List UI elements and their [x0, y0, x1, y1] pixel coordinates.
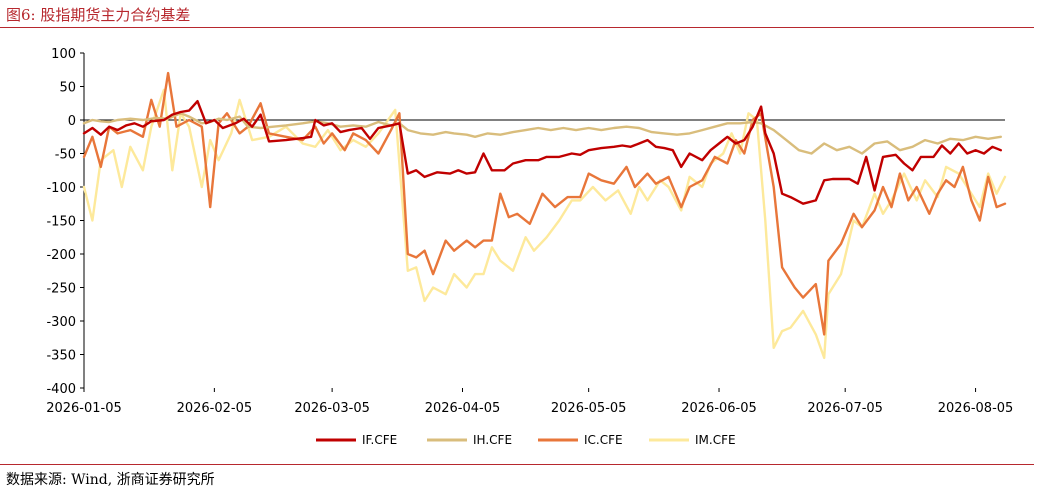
- axes: 100 50 0 -50 -100 -150 -200 -250 -300 -350 -400 202…: [46, 47, 1013, 416]
- y-tick-label: 0: [68, 114, 76, 129]
- source-rule: [0, 464, 1034, 465]
- x-tick-label: 2026-03-05: [294, 401, 370, 416]
- series-line-ih-cfe: [82, 112, 1002, 155]
- y-tick-label: -100: [46, 181, 76, 196]
- legend-label: IF.CFE: [362, 433, 397, 447]
- figure-title: 图6: 股指期货主力合约基差: [6, 6, 191, 24]
- series-line-if-cfe: [82, 99, 1002, 205]
- y-tick-label: -50: [55, 148, 76, 163]
- series-lines: [82, 71, 1007, 360]
- title-rule: [0, 27, 1034, 28]
- y-tick-label: -400: [46, 382, 76, 397]
- legend-label: IH.CFE: [473, 433, 512, 447]
- x-tick-label: 2026-04-05: [425, 401, 501, 416]
- y-tick-label: -250: [46, 282, 76, 297]
- series-line-im-cfe: [82, 88, 1007, 360]
- x-tick-label: 2026-06-05: [681, 401, 757, 416]
- y-tick-label: -150: [46, 215, 76, 230]
- legend-label: IC.CFE: [584, 433, 623, 447]
- y-tick-label: -200: [46, 248, 76, 263]
- legend-label: IM.CFE: [695, 433, 736, 447]
- x-tick-label: 2026-01-05: [46, 401, 122, 416]
- x-tick-label: 2026-05-05: [551, 401, 627, 416]
- x-tick-label: 2026-07-05: [807, 401, 883, 416]
- y-tick-label: -300: [46, 315, 76, 330]
- y-tick-label: -350: [46, 349, 76, 364]
- y-tick-label: 100: [51, 47, 76, 62]
- x-tick-label: 2026-08-05: [938, 401, 1014, 416]
- source-note: 数据来源: Wind, 浙商证券研究所: [6, 472, 215, 488]
- x-tick-label: 2026-02-05: [177, 401, 253, 416]
- series-line-ic-cfe: [82, 71, 1007, 336]
- legend: IF.CFE IH.CFE IC.CFE IM.CFE: [316, 433, 736, 447]
- y-tick-label: 50: [59, 81, 76, 96]
